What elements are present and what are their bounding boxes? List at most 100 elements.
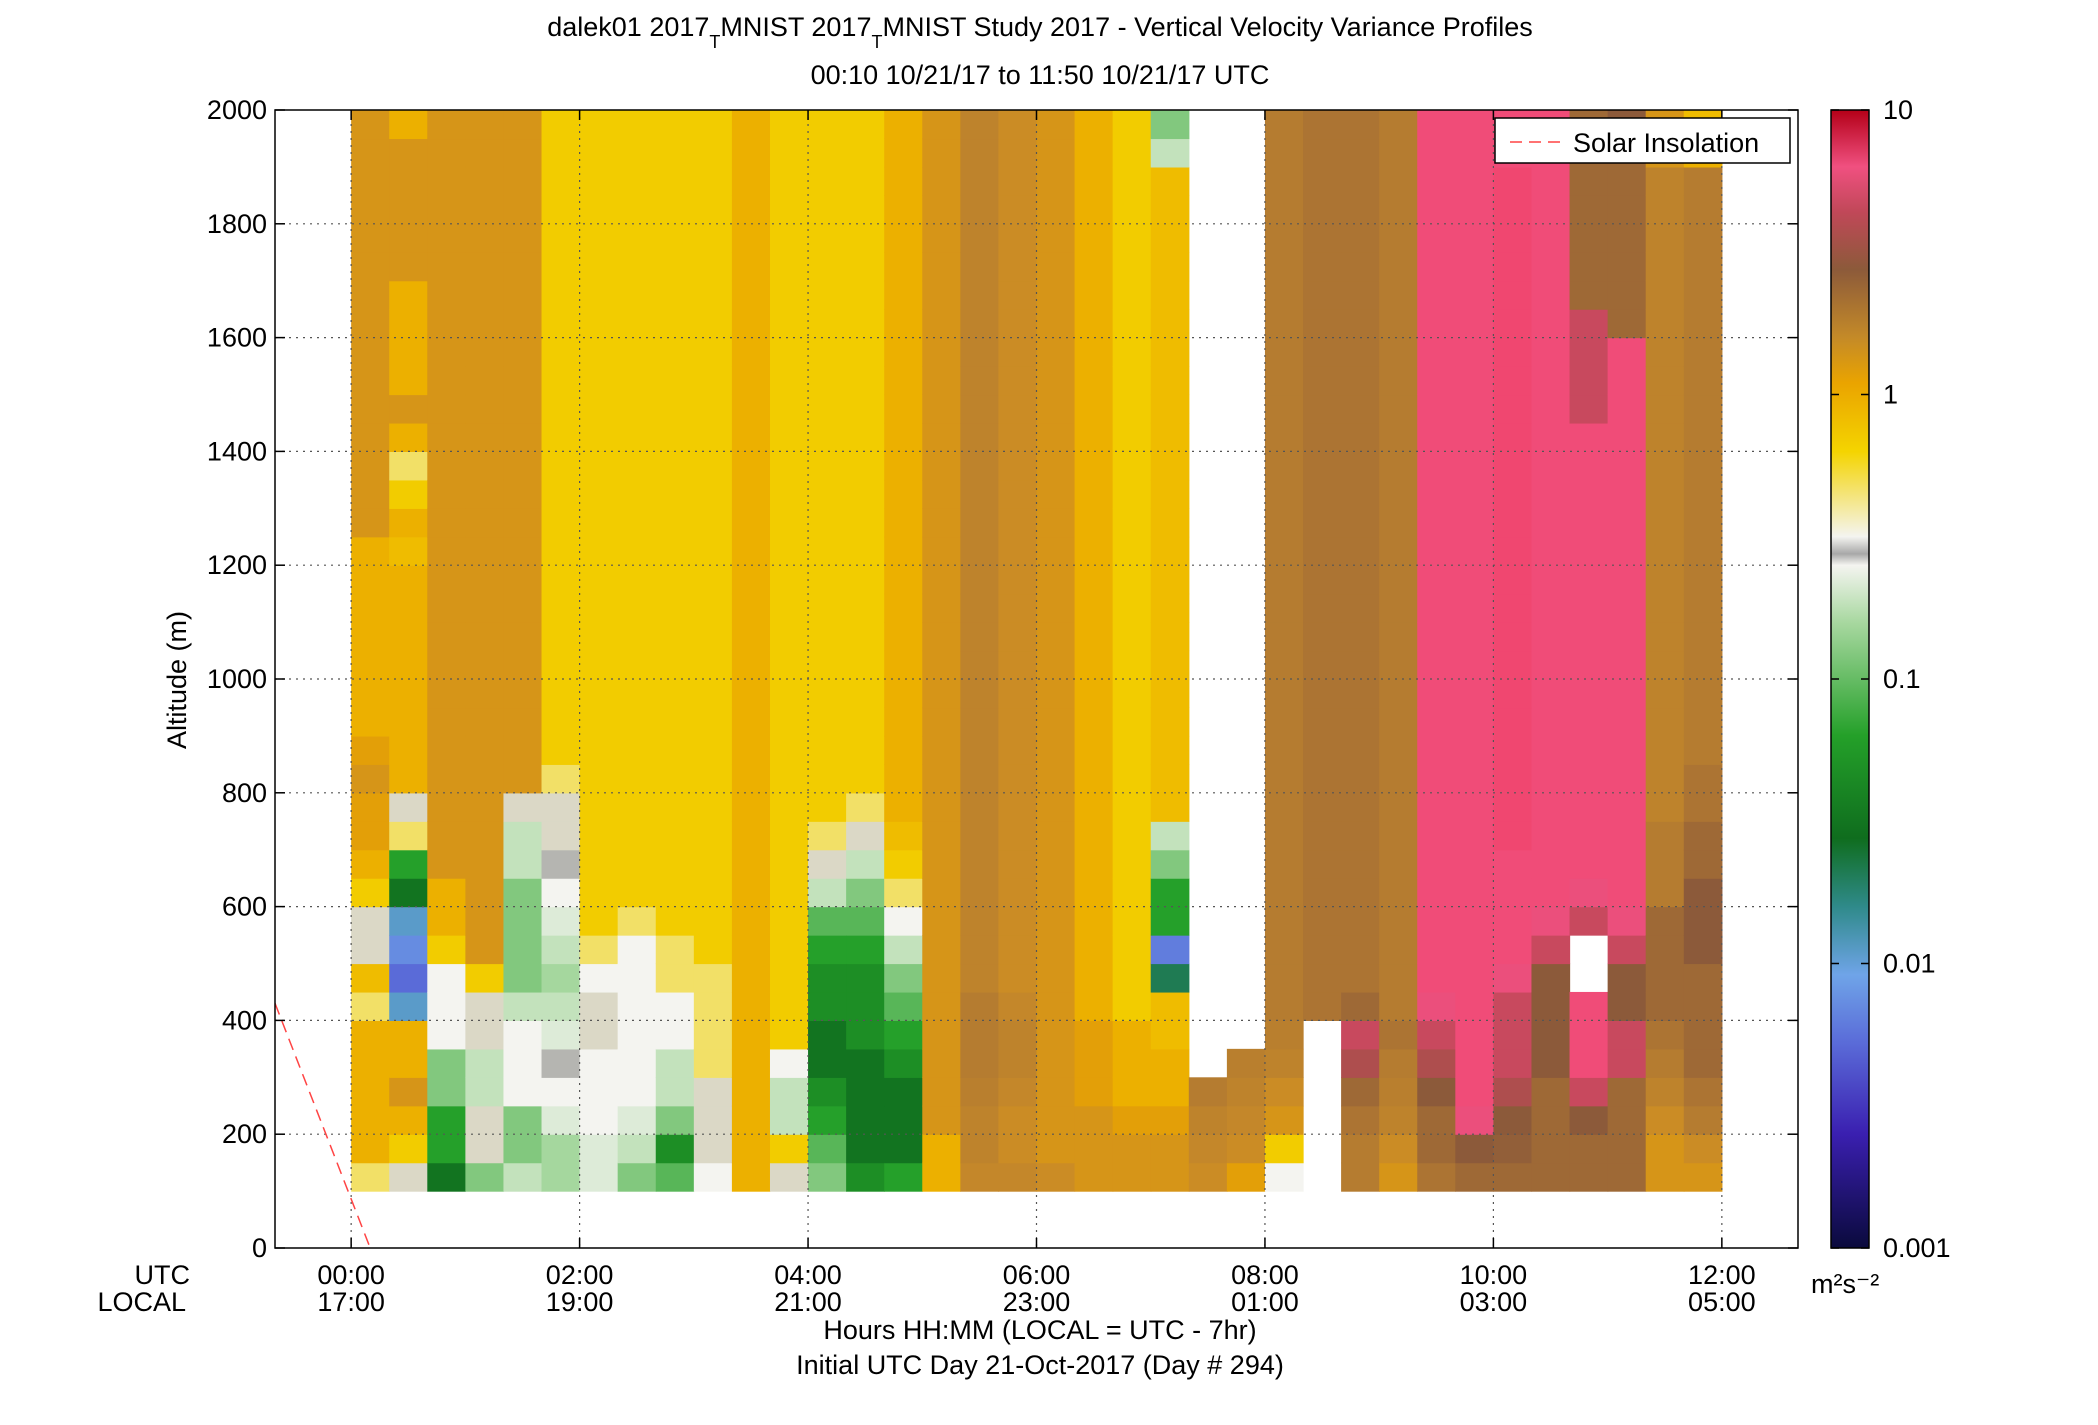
heatmap-cell (808, 252, 847, 282)
heatmap-cell (1341, 1077, 1380, 1107)
heatmap-cell (1455, 479, 1495, 509)
heatmap-cell (503, 735, 543, 765)
heatmap-cell (1645, 622, 1685, 652)
heatmap-cell (617, 110, 657, 140)
heatmap-cell (1607, 337, 1647, 367)
heatmap-cell (922, 337, 961, 367)
heatmap-cell (731, 223, 771, 253)
heatmap-cell (1379, 1162, 1418, 1192)
heatmap-cell (884, 280, 923, 310)
heatmap-cell (1493, 1105, 1533, 1135)
heatmap-cell (1455, 1105, 1495, 1135)
heatmap-cell (1607, 1020, 1647, 1050)
heatmap-cell (1264, 451, 1304, 481)
heatmap-cell (998, 764, 1038, 794)
heatmap-cell (1303, 110, 1342, 111)
heatmap-cell (579, 735, 619, 765)
heatmap-cell (731, 1048, 771, 1078)
heatmap-cell (503, 138, 543, 168)
heatmap-cell (655, 849, 695, 879)
heatmap-cell (1036, 849, 1076, 879)
heatmap-cell (1112, 280, 1152, 310)
heatmap-cell (960, 1020, 1000, 1050)
heatmap-cell (769, 963, 809, 993)
heatmap-cell (503, 679, 543, 709)
heatmap-cell (1379, 479, 1418, 509)
heatmap-cell (503, 906, 543, 936)
heatmap-cell (922, 878, 961, 908)
heatmap-cell (1683, 735, 1723, 765)
heatmap-cell (693, 337, 733, 367)
heatmap-cell (1645, 963, 1685, 993)
heatmap-cell (617, 1077, 657, 1107)
heatmap-cell (998, 679, 1038, 709)
heatmap-cell (579, 110, 619, 111)
heatmap-cell (1455, 679, 1495, 709)
y-tick-label: 1000 (207, 664, 267, 694)
heatmap-cell (1379, 792, 1418, 822)
heatmap-cell (427, 792, 466, 822)
heatmap-cell (465, 1077, 505, 1107)
heatmap-cell (351, 337, 390, 367)
heatmap-cell (503, 366, 543, 396)
heatmap-cell (922, 138, 961, 168)
x-tick-label-local: 03:00 (1460, 1287, 1528, 1317)
heatmap-cell (846, 1077, 885, 1107)
heatmap-cell (1607, 366, 1647, 396)
heatmap-cell (693, 963, 733, 993)
heatmap-cell (960, 764, 1000, 794)
heatmap-cell (693, 508, 733, 538)
heatmap-cell (884, 764, 923, 794)
heatmap-cell (1455, 735, 1495, 765)
heatmap-cell (1036, 110, 1076, 140)
heatmap-cell (884, 1105, 923, 1135)
heatmap-cell (1569, 280, 1609, 310)
heatmap-cell (1645, 280, 1685, 310)
heatmap-cell (884, 849, 923, 879)
heatmap-cell (1074, 1077, 1114, 1107)
heatmap-cell (655, 394, 695, 424)
heatmap-cell (465, 479, 505, 509)
heatmap-cell (808, 821, 847, 851)
heatmap-cell (998, 280, 1038, 310)
heatmap-cell (1645, 252, 1685, 282)
heatmap-cell (579, 849, 619, 879)
heatmap-cell (389, 195, 428, 225)
heatmap-cell (1341, 479, 1380, 509)
heatmap-cell (579, 166, 619, 196)
heatmap-cell (1683, 394, 1723, 424)
heatmap-cell (541, 1020, 581, 1050)
heatmap-cell (922, 792, 961, 822)
heatmap-cell (1607, 252, 1647, 282)
heatmap-cell (1645, 1048, 1685, 1078)
heatmap-cell (1493, 593, 1533, 623)
heatmap-cell (389, 337, 428, 367)
heatmap-cell (1036, 764, 1076, 794)
heatmap-cell (769, 451, 809, 481)
x-tick-label-utc: 04:00 (774, 1260, 842, 1290)
heatmap-cell (617, 394, 657, 424)
heatmap-cell (389, 394, 428, 424)
heatmap-cell (731, 195, 771, 225)
heatmap-cell (1417, 195, 1456, 225)
heatmap-cell (655, 309, 695, 339)
heatmap-cell (503, 849, 543, 879)
heatmap-cell (1569, 422, 1609, 452)
x-axis-sublabel: Initial UTC Day 21-Oct-2017 (Day # 294) (796, 1350, 1284, 1380)
heatmap-cell (389, 138, 428, 168)
heatmap-cell (998, 792, 1038, 822)
heatmap-cell (808, 792, 847, 822)
heatmap-cell (655, 622, 695, 652)
heatmap-cell (1683, 195, 1723, 225)
grid-lines (275, 110, 1798, 1248)
heatmap-cell (846, 451, 885, 481)
heatmap-cell (427, 1020, 466, 1050)
heatmap-cell (1112, 1105, 1152, 1135)
heatmap-cell (693, 622, 733, 652)
heatmap-cell (389, 821, 428, 851)
heatmap-cell (351, 764, 390, 794)
heatmap-cell (1150, 422, 1190, 452)
heatmap-cell (1341, 1134, 1380, 1164)
heatmap-cell (1341, 849, 1380, 879)
heatmap-cell (846, 394, 885, 424)
